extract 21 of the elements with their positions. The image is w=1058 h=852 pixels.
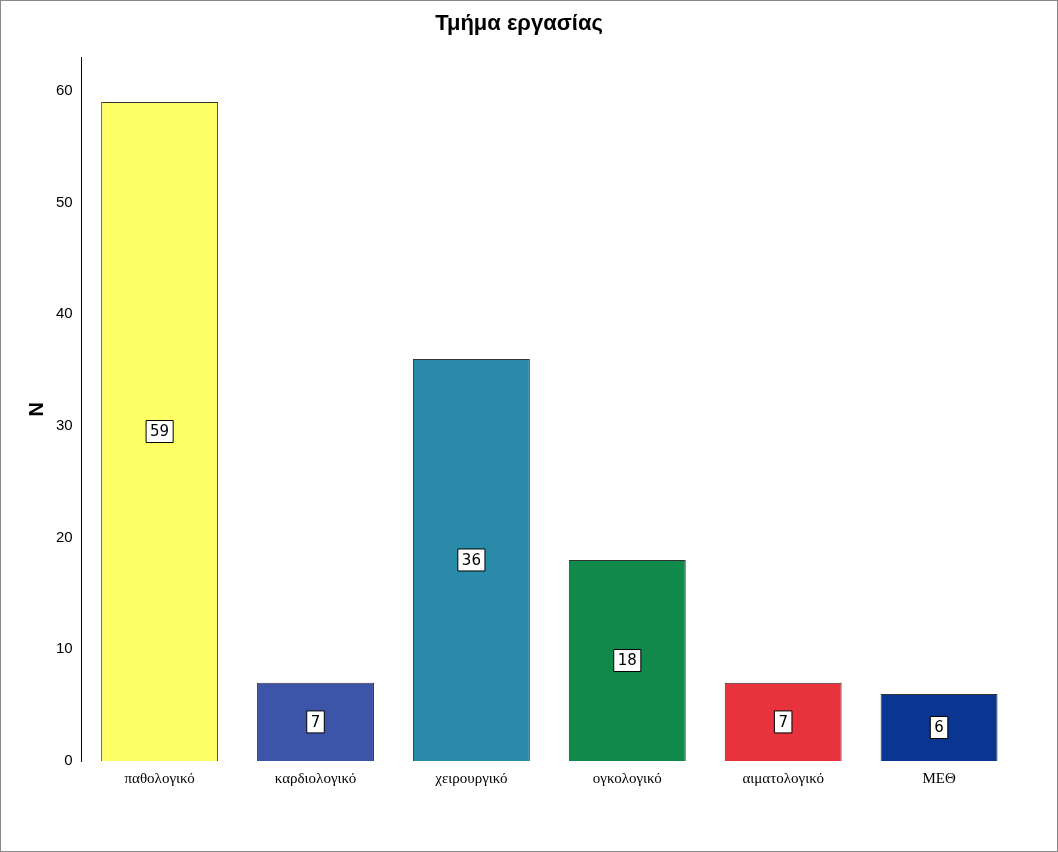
y-axis-title: N [24, 401, 47, 417]
data-label: 7 [310, 712, 321, 731]
x-tick-label: παθολογικό [124, 769, 195, 786]
y-tick-label: 0 [64, 751, 73, 769]
x-tick-label: αιματολογικό [742, 769, 824, 786]
data-label: 6 [934, 718, 944, 737]
data-label: 36 [461, 550, 481, 569]
chart-title: Τμήμα εργασίας [435, 10, 603, 36]
x-tick-label: ΜΕΘ [922, 769, 956, 786]
y-tick-label: 40 [56, 304, 73, 322]
y-tick-label: 50 [56, 192, 73, 210]
y-tick-label: 10 [56, 639, 73, 657]
data-label: 59 [150, 422, 170, 441]
y-tick-label: 30 [56, 416, 73, 434]
x-tick-label: χειρουργικό [434, 769, 508, 786]
y-tick-label: 20 [56, 527, 73, 545]
data-label: 18 [617, 651, 637, 670]
y-tick-label: 60 [56, 81, 73, 99]
x-tick-label: καρδιολογικό [274, 769, 357, 786]
x-tick-label: ογκολογικό [592, 769, 662, 786]
data-label: 7 [778, 712, 788, 731]
